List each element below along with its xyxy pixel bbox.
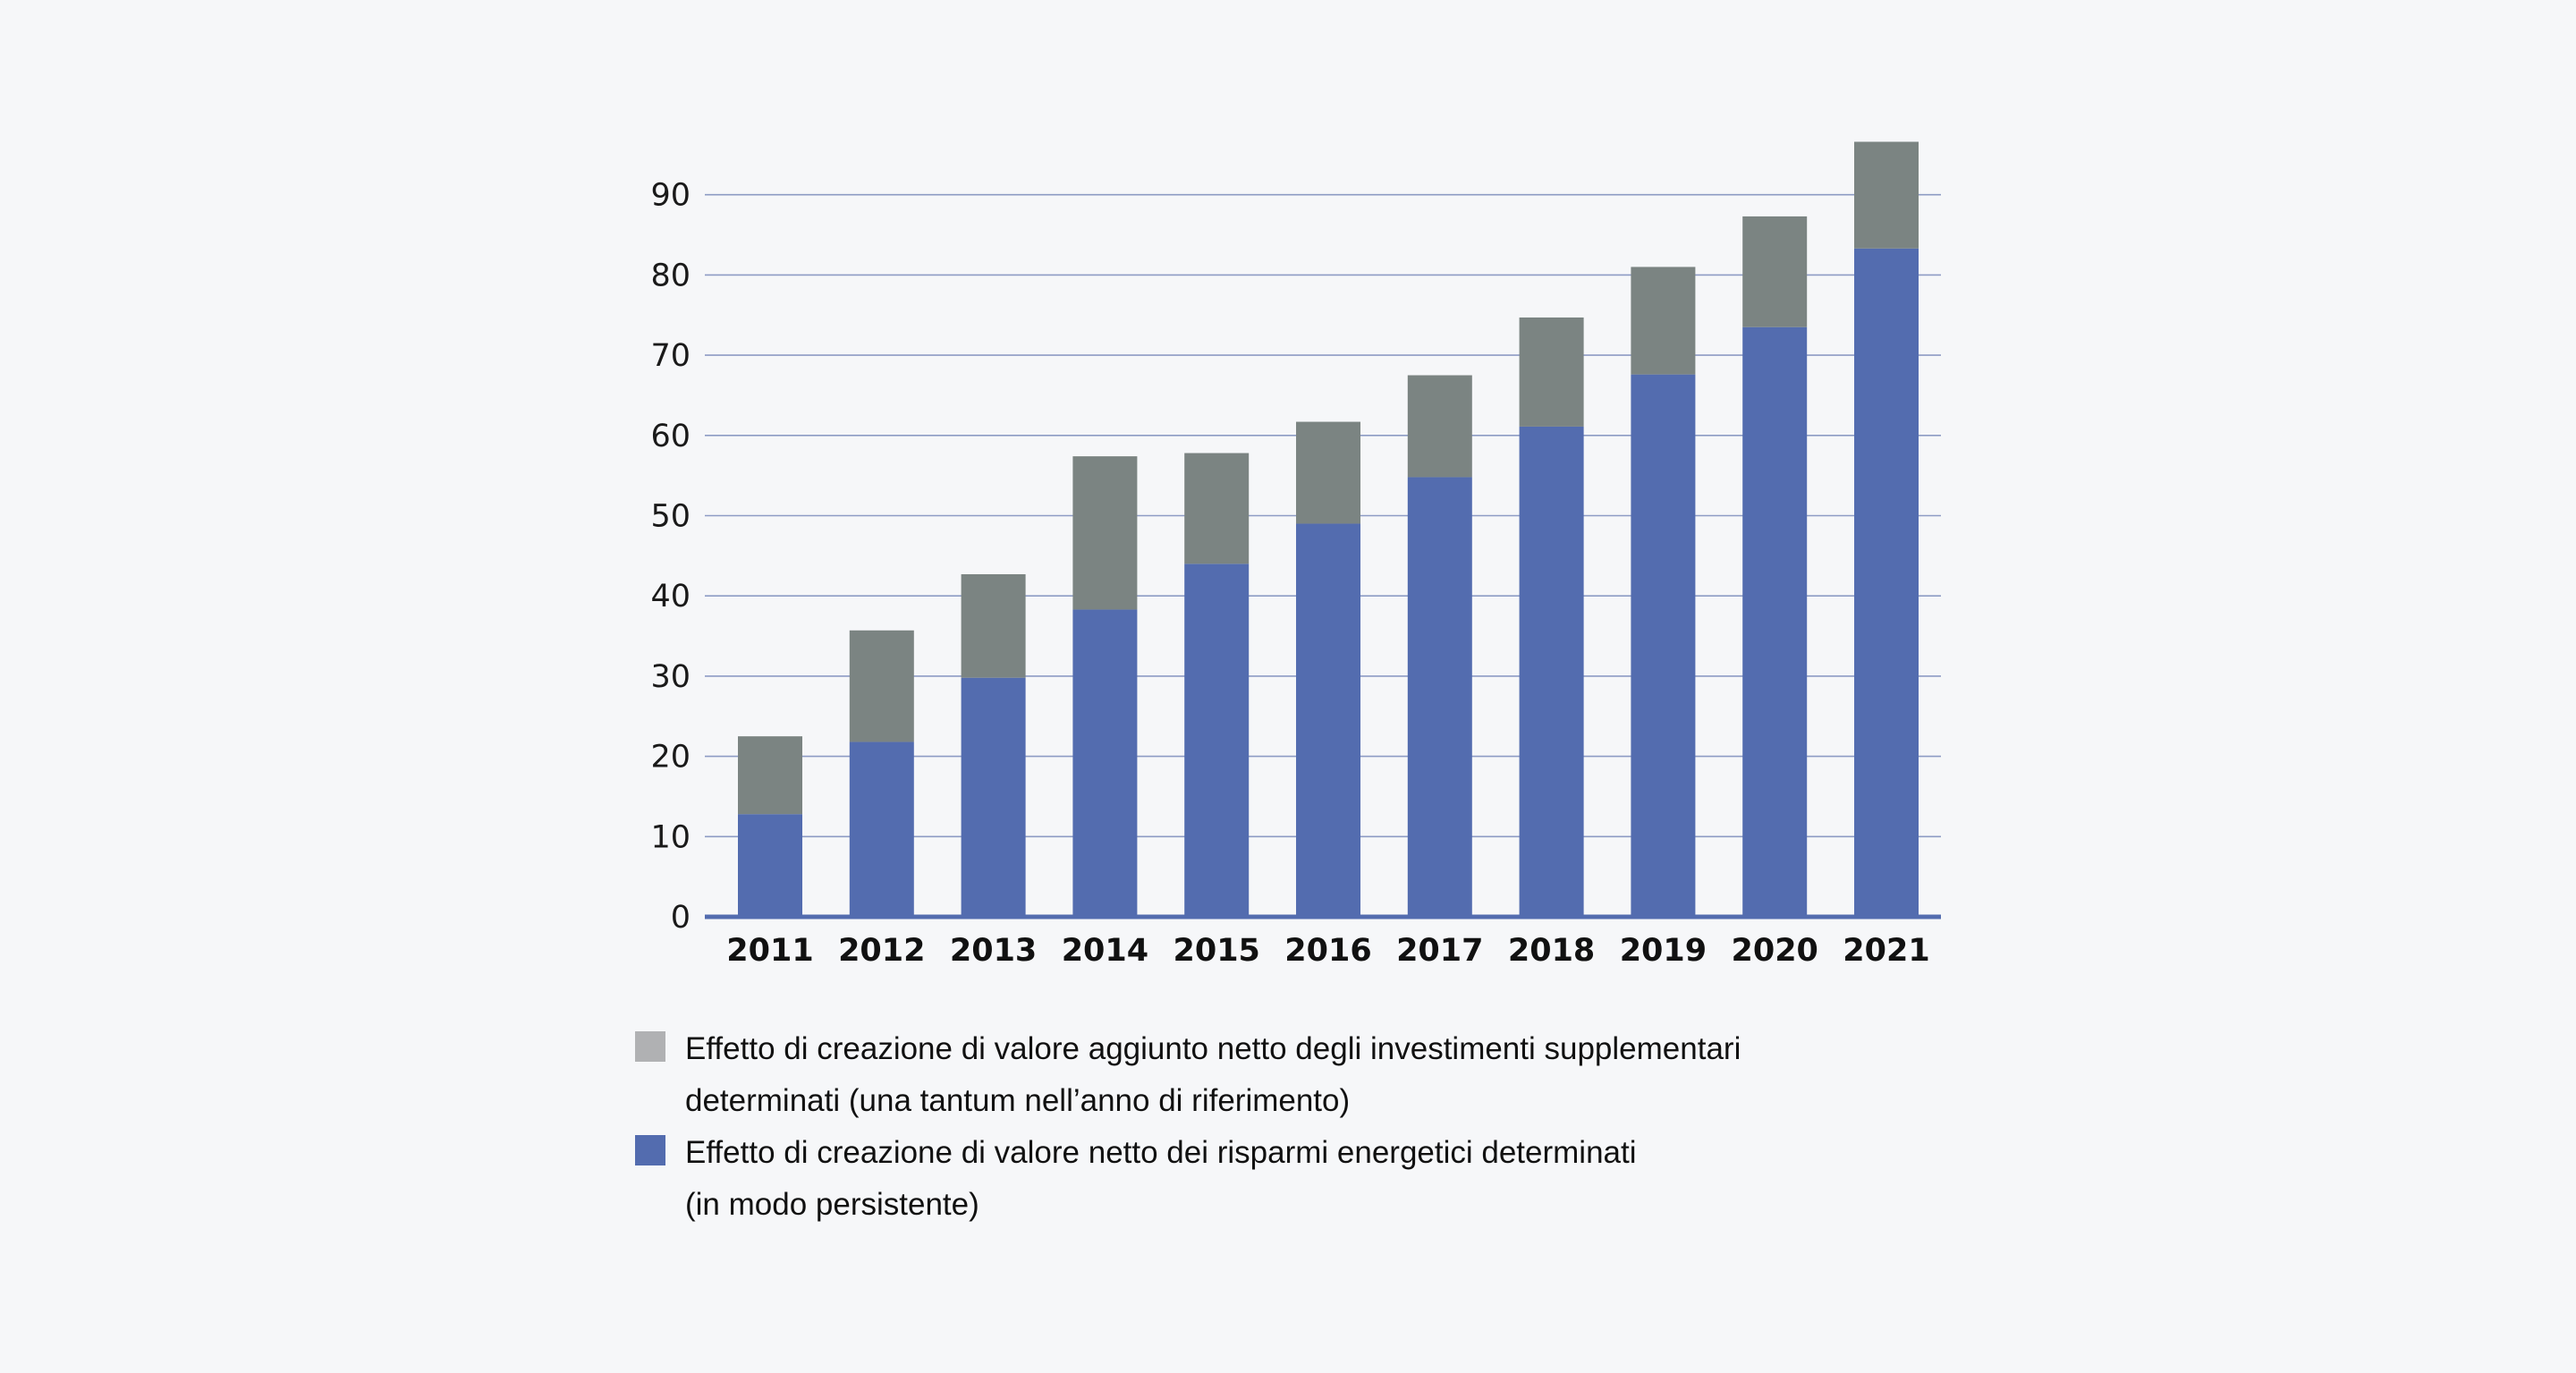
bar-segment-2011-series-0: [738, 814, 802, 917]
bar-segment-2021-series-0: [1854, 248, 1919, 917]
legend-label-line: determinati (una tantum nell’anno di rif…: [685, 1083, 1351, 1118]
legend-label-line: Effetto di creazione di valore aggiunto …: [685, 1031, 1741, 1066]
x-tick-label: 2013: [950, 933, 1037, 969]
y-tick-label: 90: [650, 178, 691, 214]
bar-segment-2012-series-0: [849, 742, 914, 917]
x-tick-label: 2015: [1173, 933, 1259, 969]
legend-item-energy-savings: Effetto di creazione di valore netto dei…: [633, 1127, 1885, 1231]
bar-segment-2013-series-0: [961, 677, 1026, 917]
bars: [738, 141, 1919, 918]
bar-segment-2018-series-0: [1519, 426, 1584, 918]
bar-segment-2020-series-1: [1742, 216, 1808, 327]
x-tick-label: 2016: [1284, 933, 1371, 969]
y-tick-labels: 0 10 20 30 40 50 60 70 80 90: [650, 178, 691, 936]
y-tick-label: 80: [650, 258, 691, 293]
x-tick-label: 2011: [726, 933, 813, 969]
x-tick-label: 2021: [1843, 933, 1929, 969]
x-tick-label: 2018: [1508, 933, 1595, 969]
legend-swatch-energy-savings: [635, 1135, 665, 1165]
bar-segment-2015-series-0: [1184, 564, 1250, 917]
bar-segment-2014-series-0: [1072, 609, 1138, 917]
y-tick-label: 60: [650, 419, 691, 454]
bar-segment-2019-series-1: [1631, 267, 1696, 375]
y-tick-label: 50: [650, 499, 691, 535]
bar-segment-2016-series-1: [1296, 421, 1360, 524]
y-tick-label: 30: [650, 659, 691, 695]
y-tick-label: 10: [650, 819, 691, 855]
bar-segment-2019-series-0: [1631, 374, 1696, 917]
bar-segment-2013-series-1: [961, 573, 1026, 678]
bar-segment-2021-series-1: [1854, 141, 1919, 249]
x-tick-labels: 2011 2012 2013 2014 2015 2016 2017 2018 2019 2020…: [726, 933, 1929, 969]
x-tick-label: 2017: [1396, 933, 1483, 969]
bar-segment-2015-series-1: [1184, 453, 1250, 564]
x-tick-label: 2012: [838, 933, 925, 969]
x-tick-label: 2020: [1731, 933, 1818, 969]
legend-label-line: (in modo persistente): [685, 1187, 979, 1222]
y-tick-label: 0: [671, 900, 691, 936]
x-tick-label: 2019: [1620, 933, 1707, 969]
bar-segment-2012-series-1: [849, 630, 914, 742]
bar-segment-2020-series-0: [1742, 326, 1808, 918]
bar-segment-2017-series-0: [1407, 477, 1472, 917]
legend-label-line: Effetto di creazione di valore netto dei…: [685, 1135, 1637, 1170]
bar-segment-2017-series-1: [1407, 375, 1472, 478]
bar-segment-2011-series-1: [738, 736, 802, 815]
bar-segment-2018-series-1: [1519, 317, 1584, 427]
bar-segment-2016-series-0: [1296, 523, 1360, 917]
y-tick-label: 40: [650, 579, 691, 614]
y-tick-label: 20: [650, 740, 691, 775]
x-tick-label: 2014: [1062, 933, 1148, 969]
legend: Effetto di creazione di valore aggiunto …: [633, 1023, 1885, 1231]
legend-swatch-investments: [635, 1031, 665, 1062]
bar-segment-2014-series-1: [1072, 456, 1138, 610]
y-tick-label: 70: [650, 338, 691, 374]
legend-item-investments: Effetto di creazione di valore aggiunto …: [633, 1023, 1885, 1127]
